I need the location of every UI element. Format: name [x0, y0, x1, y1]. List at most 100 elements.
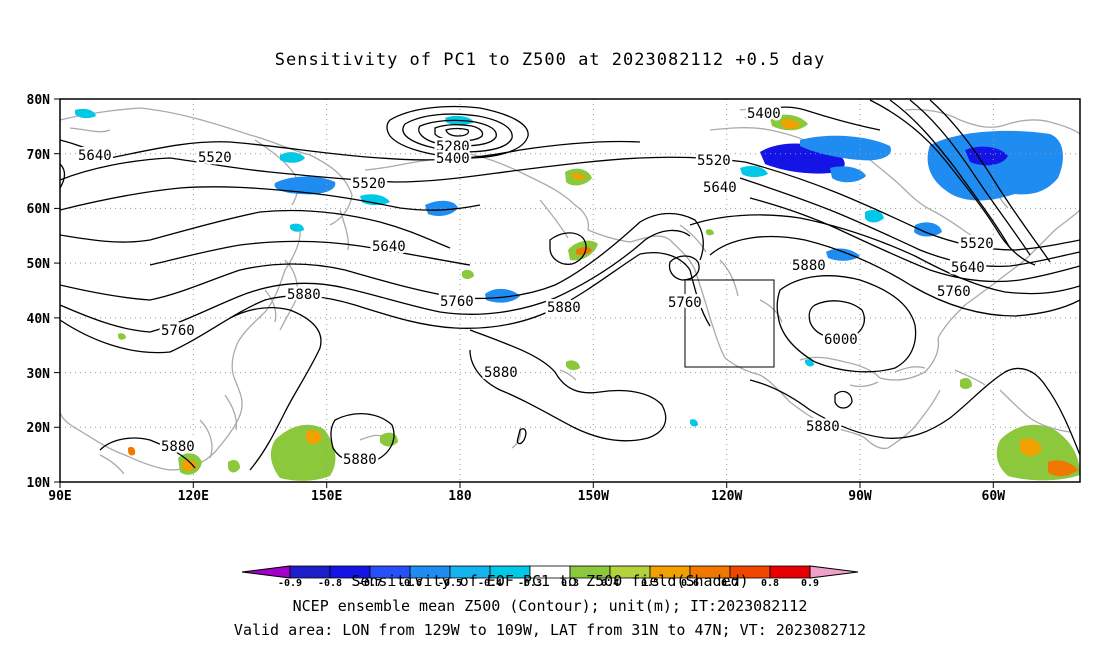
lat-label: 10N: [27, 476, 51, 491]
contour-label-group: 5640 5520 5520 5640 5280 5400 5520 5400 …: [76, 104, 997, 471]
caption-valid-area: Valid area: LON from 129W to 109W, LAT f…: [233, 621, 867, 639]
lon-label: 90E: [48, 489, 71, 504]
shade-cyan-patch: [805, 359, 814, 367]
shade-green-patch: [380, 432, 398, 447]
plot-frame: [59, 98, 1081, 483]
shade-orange-patch: [128, 446, 136, 456]
grid-lines: [60, 99, 1080, 482]
shade-blue-patch: [830, 166, 866, 183]
lat-label: 40N: [27, 312, 51, 327]
colorbar-right-cap: [809, 565, 859, 579]
caption-shading: Sensitivity of EOF PC1 to Z500 field(Sha…: [351, 572, 749, 590]
lat-label: 60N: [27, 202, 51, 217]
shade-orange-patch: [782, 119, 800, 129]
contour-label: 5280: [436, 139, 470, 155]
colorbar-tick-label: 0.9: [801, 578, 819, 589]
colorbar-tick-label: 0.3: [561, 578, 579, 589]
colorbar-tick-label: -0.3: [518, 578, 542, 589]
coastlines: [60, 107, 1080, 475]
contour-label: 5880: [484, 365, 518, 381]
tick-marks: [54, 98, 994, 488]
shade-green-patch: [118, 333, 126, 340]
shade-blue-patch: [914, 222, 942, 237]
lat-label: 70N: [27, 148, 51, 163]
colorbar-tick-label: 0.7: [721, 578, 739, 589]
colorbar-tick-label: -0.7: [358, 578, 382, 589]
contour-label: 5520: [352, 176, 386, 192]
contour-label: 5640: [372, 239, 406, 255]
lat-label: 20N: [27, 421, 51, 436]
shade-orange-patch: [182, 459, 197, 471]
lon-label: 120W: [711, 489, 742, 504]
colorbar-tick-label: -0.4: [478, 578, 502, 589]
map-title: Sensitivity of PC1 to Z500 at 2023082112…: [274, 50, 826, 70]
contour-label: 5640: [951, 260, 985, 276]
contour-label: 5520: [697, 153, 731, 169]
contour-label: 5880: [806, 419, 840, 435]
lon-label: 150E: [311, 489, 342, 504]
shade-green-patch: [566, 360, 580, 371]
contour-label: 6000: [824, 332, 858, 348]
shade-blue-patch: [826, 248, 860, 261]
contour-label: 5760: [440, 294, 474, 310]
shade-green-patch: [228, 460, 240, 473]
contour-label: 5520: [198, 150, 232, 166]
lon-label: 180: [448, 489, 472, 504]
shade-cyan-patch: [290, 223, 304, 232]
colorbar-tick-label: 0.8: [761, 578, 779, 589]
shade-blue-patch: [800, 135, 891, 161]
colorbar-boxes: [289, 565, 811, 579]
shade-orange-patch: [572, 173, 586, 180]
shade-green-patch: [270, 424, 336, 481]
shade-orange-patch: [306, 430, 322, 445]
contour-label: 5760: [668, 295, 702, 311]
map-plot-area: 5640 5520 5520 5640 5280 5400 5520 5400 …: [60, 99, 1080, 482]
lon-label: 150W: [578, 489, 609, 504]
contour-label: 5880: [287, 287, 321, 303]
contour-label: 5640: [78, 148, 112, 164]
contour-label: 5760: [161, 323, 195, 339]
colorbar-tick-label: -0.8: [318, 578, 342, 589]
colorbar-tick-label: 0.5: [641, 578, 659, 589]
colorbar: -0.9 -0.8 -0.7 -0.6 -0.5 -0.4 -0.3 0.3 0.4 0.5 0.6…: [241, 565, 859, 589]
colorbar-tick-labels: -0.9 -0.8 -0.7 -0.6 -0.5 -0.4 -0.3 0.3 0.4 0.5 0.6…: [278, 578, 819, 589]
shade-orange-patch: [1048, 460, 1078, 477]
contour-label: 5520: [960, 236, 994, 252]
contour-label: 5880: [161, 439, 195, 455]
colorbar-tick-label: 0.4: [601, 578, 619, 589]
shade-cyan-patch: [75, 108, 96, 119]
shade-blue-patch: [274, 176, 336, 195]
contour-label: 5880: [547, 300, 581, 316]
lon-axis-labels: 90E 120E 150E 180 150W 120W 90W 60W: [48, 489, 1005, 504]
lat-label: 80N: [27, 93, 51, 108]
contour-label: 5880: [343, 452, 377, 468]
shade-green-patch: [960, 378, 972, 389]
shade-blue-patch: [425, 200, 458, 216]
caption-contour: NCEP ensemble mean Z500 (Contour); unit(…: [292, 597, 808, 615]
contour-label: 5640: [703, 180, 737, 196]
lon-label: 90W: [848, 489, 872, 504]
colorbar-tick-label: 0.6: [681, 578, 699, 589]
colorbar-tick-label: -0.9: [278, 578, 302, 589]
valid-area-box: [684, 279, 775, 368]
shade-green-patch: [462, 269, 474, 279]
shade-cyan-patch: [690, 419, 698, 427]
shade-blue-patch: [927, 130, 1063, 201]
lat-label: 50N: [27, 257, 51, 272]
shade-blue-patch: [965, 146, 1008, 166]
shade-orange-patch: [1020, 438, 1042, 456]
shade-cyan-patch: [280, 152, 305, 163]
shade-cyan-patch: [740, 166, 768, 177]
contour-label: 5880: [792, 258, 826, 274]
shade-cyan-patch: [865, 210, 884, 223]
contour-label: 5400: [436, 151, 470, 167]
lon-label: 60W: [982, 489, 1006, 504]
lat-axis-labels: 80N 70N 60N 50N 40N 30N 20N 10N: [27, 93, 51, 491]
lat-label: 30N: [27, 367, 51, 382]
lon-label: 120E: [178, 489, 209, 504]
shade-green-patch: [706, 229, 714, 236]
contour-label: 5400: [747, 106, 781, 122]
shade-blue-patch: [485, 288, 520, 303]
colorbar-tick-label: -0.5: [438, 578, 462, 589]
